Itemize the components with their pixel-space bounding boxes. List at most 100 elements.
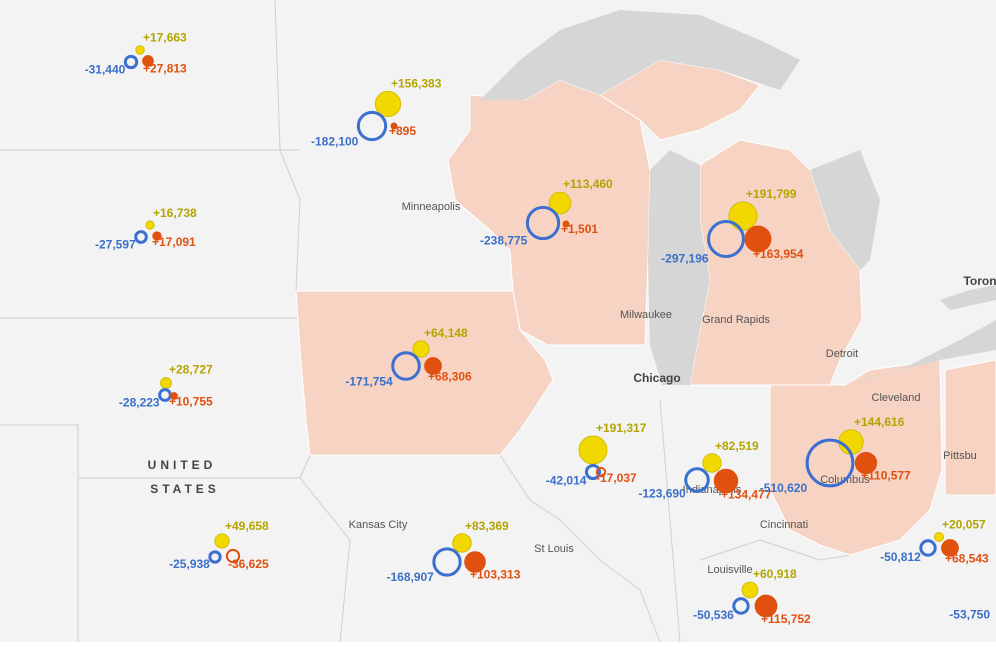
net-circle xyxy=(152,231,162,241)
net-circle xyxy=(170,392,178,400)
gain-circle xyxy=(135,45,145,55)
loss-circle xyxy=(919,539,937,557)
cluster: +144,616 -510,620 +110,577 xyxy=(760,415,911,495)
gain-label: +20,057 xyxy=(942,517,986,531)
state-ohio xyxy=(769,359,943,556)
net-circle xyxy=(142,55,154,67)
net-label: +115,752 xyxy=(761,612,811,626)
gain-circle xyxy=(412,340,430,358)
net-label: +1,501 xyxy=(561,222,598,236)
place-label: Grand Rapids xyxy=(702,314,770,326)
net-label: -36,625 xyxy=(228,557,269,571)
country-label: UNITED xyxy=(148,458,217,472)
net-circle xyxy=(754,594,778,618)
country-label: STATES xyxy=(150,482,220,496)
gain-circle xyxy=(741,581,759,599)
cluster: +64,148 -171,754 +68,306 xyxy=(345,326,472,388)
gain-label: +83,369 xyxy=(465,519,509,533)
loss-circle xyxy=(584,463,602,481)
cluster: +16,738 -27,597 +17,091 xyxy=(95,206,197,251)
loss-label: -28,223 xyxy=(119,395,160,409)
gain-label: +64,148 xyxy=(424,326,468,340)
place-label: Cincinnati xyxy=(760,519,808,531)
gain-circle xyxy=(548,191,572,215)
place-labels: Minneapolis Milwaukee Grand Rapids Chicago D… xyxy=(148,201,996,576)
loss-circle xyxy=(134,230,148,244)
gain-label: +156,383 xyxy=(391,76,442,90)
loss-label: -238,775 xyxy=(480,234,528,248)
cluster: +17,663 -31,440 +27,813 xyxy=(85,31,187,77)
cluster: +191,317 -42,014 -17,037 xyxy=(546,421,647,488)
net-label: +134,477 xyxy=(721,488,772,502)
gain-circle xyxy=(374,90,402,118)
gain-circle xyxy=(838,429,864,455)
net-label: +103,313 xyxy=(470,567,521,581)
gain-circle xyxy=(933,531,945,543)
place-label: Minneapolis xyxy=(402,201,461,213)
loss-label: -171,754 xyxy=(345,374,393,388)
gain-circle xyxy=(452,533,472,553)
place-label: Louisville xyxy=(707,564,752,576)
state-pennsylvania xyxy=(944,359,996,496)
net-circle xyxy=(562,220,570,228)
loss-label: -168,907 xyxy=(386,570,434,584)
loss-label: -510,620 xyxy=(760,481,808,495)
gain-label: +144,616 xyxy=(854,415,905,429)
gain-circle xyxy=(728,201,758,231)
loss-label: -53,750 xyxy=(949,607,990,621)
net-circle xyxy=(713,468,739,494)
loss-circle xyxy=(208,550,222,564)
gain-label: +60,918 xyxy=(753,567,797,581)
net-circle xyxy=(854,451,878,475)
loss-circle xyxy=(707,220,745,258)
cluster: +28,727 -28,223 +10,755 xyxy=(119,363,213,410)
net-circle xyxy=(595,466,607,478)
place-label: Detroit xyxy=(826,348,858,360)
place-label: Milwaukee xyxy=(620,309,672,321)
place-label: Kansas City xyxy=(349,519,408,531)
net-label: +68,543 xyxy=(945,551,989,565)
clusters: +17,663 -31,440 +27,813 +156,383 -182,100 +89… xyxy=(85,31,991,626)
loss-label: -42,014 xyxy=(546,474,587,488)
gain-label: +28,727 xyxy=(169,363,213,377)
cluster: +60,918 -50,536 +115,752 xyxy=(693,567,811,626)
net-circle xyxy=(464,551,486,573)
gain-label: +49,658 xyxy=(225,519,269,533)
gain-label: +17,663 xyxy=(143,31,187,45)
cluster: +49,658 -25,938 -36,625 xyxy=(169,519,269,571)
loss-circle xyxy=(356,110,388,142)
net-circle xyxy=(744,225,772,253)
gain-circle xyxy=(702,453,722,473)
loss-circle xyxy=(684,467,710,493)
place-label: St Louis xyxy=(534,543,574,555)
loss-label: -50,812 xyxy=(880,550,921,564)
gain-label: +113,460 xyxy=(563,177,613,191)
cluster: -53,750 xyxy=(949,607,990,621)
cluster: +191,799 -297,196 +163,954 xyxy=(661,187,804,265)
net-label: -17,037 xyxy=(596,471,637,485)
cluster: +20,057 -50,812 +68,543 xyxy=(880,517,989,565)
loss-label: -182,100 xyxy=(311,135,359,149)
place-label: Toron xyxy=(963,274,996,288)
cluster: +113,460 -238,775 +1,501 xyxy=(480,177,613,247)
cluster: +156,383 -182,100 +895 xyxy=(311,76,442,148)
net-circle xyxy=(424,357,442,375)
loss-label: -123,690 xyxy=(638,486,686,500)
gain-circle xyxy=(160,377,172,389)
loss-circle xyxy=(732,597,750,615)
gain-label: +191,317 xyxy=(596,421,647,435)
gain-circle xyxy=(578,435,608,465)
loss-circle xyxy=(391,351,421,381)
net-circle xyxy=(225,548,241,564)
gain-label: +191,799 xyxy=(746,187,797,201)
net-label: +68,306 xyxy=(428,369,472,383)
net-label: +10,755 xyxy=(169,394,213,408)
loss-label: -27,597 xyxy=(95,237,136,251)
loss-label: -50,536 xyxy=(693,608,734,622)
gain-circle xyxy=(214,533,230,549)
net-label: +17,091 xyxy=(152,235,196,249)
net-label: +895 xyxy=(389,124,416,138)
gain-label: +16,738 xyxy=(153,206,197,220)
